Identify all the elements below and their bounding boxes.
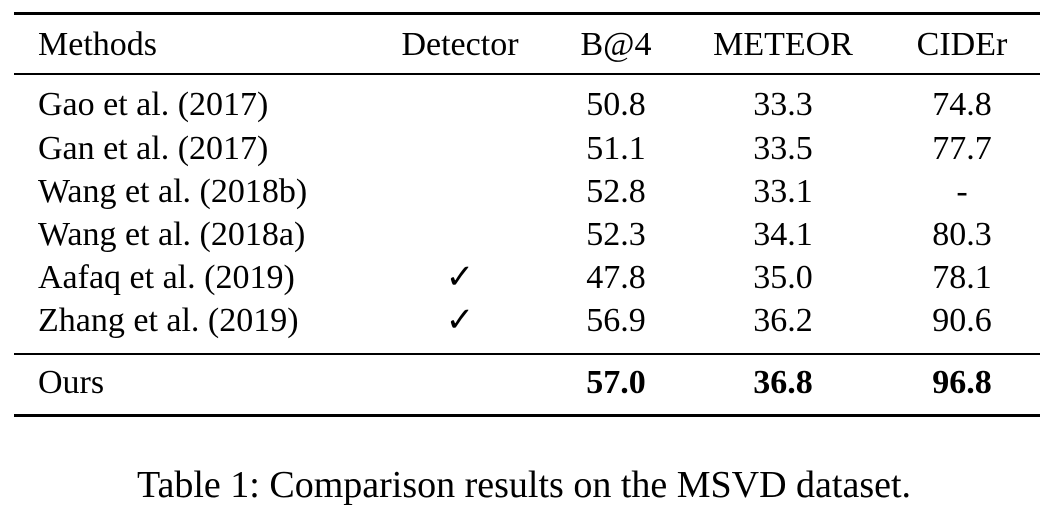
table-row: Gan et al. (2017) 51.1 33.5 77.7 — [0, 128, 1048, 170]
header-detector: Detector — [401, 26, 519, 63]
meteor-cell: 33.5 — [753, 130, 813, 167]
body-rule — [14, 353, 1040, 355]
b4-cell: 52.3 — [586, 216, 646, 253]
method-cell: Wang et al. (2018b) — [38, 173, 308, 210]
table-row: Gao et al. (2017) 50.8 33.3 74.8 — [0, 84, 1048, 126]
header-b4: B@4 — [580, 26, 652, 63]
table-row: Wang et al. (2018a) 52.3 34.1 80.3 — [0, 214, 1048, 256]
header-cider: CIDEr — [916, 26, 1008, 63]
b4-cell: 51.1 — [586, 130, 646, 167]
table-row: Zhang et al. (2019) ✓ 56.9 36.2 90.6 — [0, 300, 1048, 342]
table-row: Aafaq et al. (2019) ✓ 47.8 35.0 78.1 — [0, 257, 1048, 299]
method-cell: Zhang et al. (2019) — [38, 302, 299, 339]
meteor-cell: 35.0 — [753, 259, 813, 296]
meteor-cell: 33.3 — [753, 86, 813, 123]
meteor-cell: 36.2 — [753, 302, 813, 339]
top-rule — [14, 12, 1040, 15]
b4-cell: 56.9 — [586, 302, 646, 339]
detector-checkmark: ✓ — [445, 259, 475, 296]
cider-cell: 77.7 — [932, 130, 992, 167]
cider-cell-best: 96.8 — [932, 364, 992, 401]
header-meteor: METEOR — [713, 26, 853, 63]
cider-cell: 78.1 — [932, 259, 992, 296]
meteor-cell: 33.1 — [753, 173, 813, 210]
table-caption: Table 1: Comparison results on the MSVD … — [136, 464, 912, 506]
method-cell: Aafaq et al. (2019) — [38, 259, 295, 296]
method-cell: Ours — [38, 364, 105, 401]
method-cell: Gao et al. (2017) — [38, 86, 269, 123]
method-cell: Wang et al. (2018a) — [38, 216, 306, 253]
bottom-rule — [14, 414, 1040, 417]
header-rule — [14, 73, 1040, 75]
cider-cell: 74.8 — [932, 86, 992, 123]
cider-cell: 80.3 — [932, 216, 992, 253]
b4-cell-best: 57.0 — [586, 364, 646, 401]
cider-cell: - — [956, 173, 968, 210]
meteor-cell-best: 36.8 — [753, 364, 813, 401]
table-row: Wang et al. (2018b) 52.8 33.1 - — [0, 171, 1048, 213]
b4-cell: 50.8 — [586, 86, 646, 123]
detector-checkmark: ✓ — [445, 302, 475, 339]
b4-cell: 47.8 — [586, 259, 646, 296]
meteor-cell: 34.1 — [753, 216, 813, 253]
b4-cell: 52.8 — [586, 173, 646, 210]
cider-cell: 90.6 — [932, 302, 992, 339]
header-methods: Methods — [38, 26, 157, 63]
header-row: Methods Detector B@4 METEOR CIDEr — [0, 24, 1048, 66]
method-cell: Gan et al. (2017) — [38, 130, 269, 167]
ours-row: Ours 57.0 36.8 96.8 — [0, 362, 1048, 404]
